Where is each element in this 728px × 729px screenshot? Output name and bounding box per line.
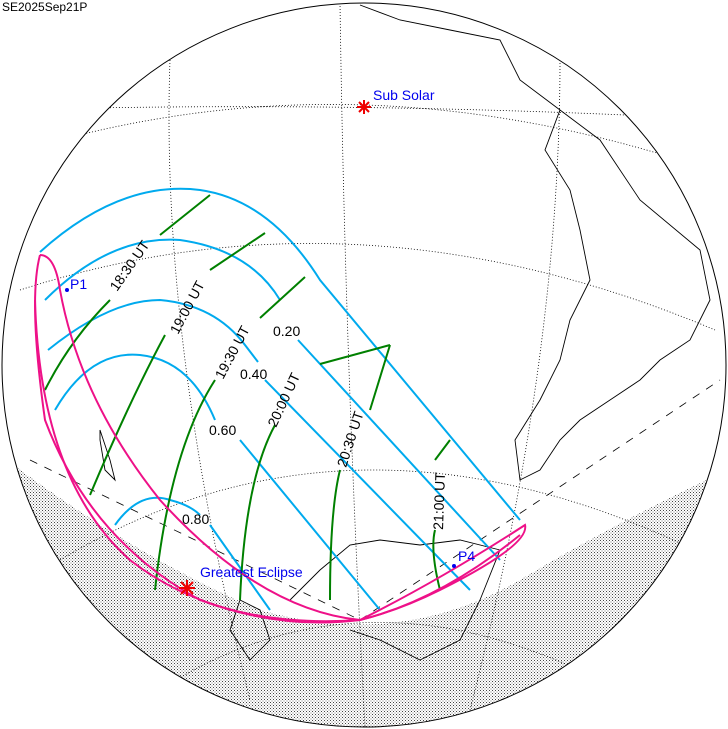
time-label-1900: 19:00 UT <box>167 278 208 337</box>
greatest-eclipse-marker <box>179 580 195 596</box>
sub-solar-marker <box>357 100 371 114</box>
magnitude-lines <box>39 187 521 611</box>
night-shading <box>2 455 726 727</box>
penumbral-limits <box>34 254 527 624</box>
p1-point <box>65 288 69 292</box>
time-label-2100: 21:00 UT <box>430 472 448 531</box>
p4-point <box>452 564 456 568</box>
magnitude-label-080: 0.80 <box>182 511 209 527</box>
terminator-lines <box>29 379 721 621</box>
magnitude-label-060: 0.60 <box>209 422 236 438</box>
magnitude-label-040: 0.40 <box>240 366 267 382</box>
magnitude-label-020: 0.20 <box>273 323 300 339</box>
coastlines <box>99 4 711 661</box>
p4-label: P4 <box>458 548 475 564</box>
greatest-eclipse-label: Greatest Eclipse <box>200 564 303 580</box>
p1-label: P1 <box>70 276 87 292</box>
sub-solar-label: Sub Solar <box>373 87 435 103</box>
time-label-2030: 20:30 UT <box>334 409 367 469</box>
map-title: SE2025Sep21P <box>2 0 88 14</box>
time-label-2000: 20:00 UT <box>264 370 303 429</box>
